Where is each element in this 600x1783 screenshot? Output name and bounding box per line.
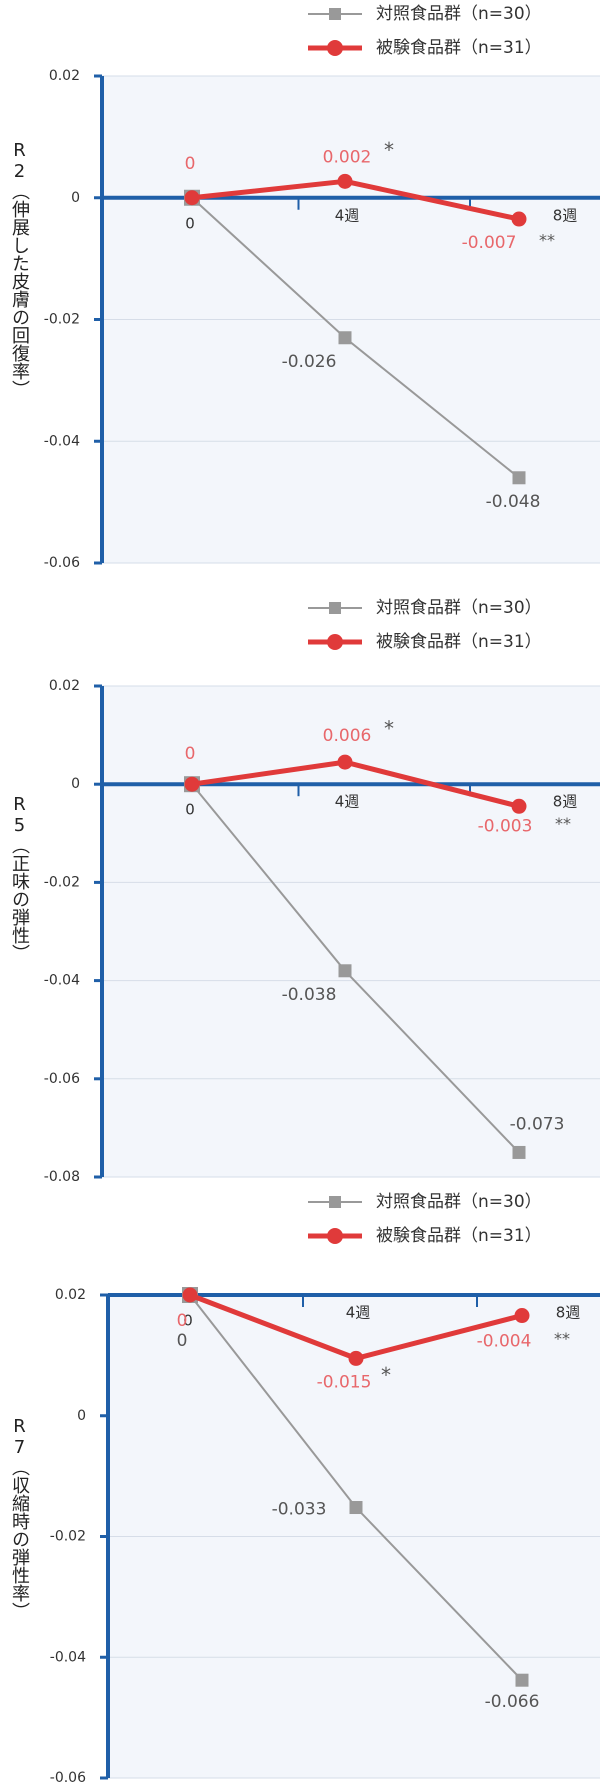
y-axis-label: R2（伸展した皮膚の回復率）: [9, 140, 30, 398]
series-test-point: [184, 190, 200, 206]
series-test: [184, 754, 527, 814]
series-control-label: -0.048: [486, 492, 541, 512]
y-tick-label: 0.02: [49, 678, 80, 694]
y-tick-label: 0.02: [49, 68, 80, 84]
series-test-point: [182, 1287, 198, 1303]
series-test-point: [184, 776, 200, 792]
series-control-label: -0.038: [282, 985, 337, 1005]
series-test-point: [337, 754, 353, 770]
legend-marker-test: [327, 634, 343, 650]
y-tick-label: -0.06: [44, 1071, 80, 1087]
series-test-label: 0: [185, 744, 196, 764]
x-tick-label: 0: [183, 1312, 193, 1330]
y-tick-label: -0.04: [44, 433, 80, 449]
plot-area: [102, 686, 600, 1177]
chart-r2: R2（伸展した皮膚の回復率） 対照食品群（n=30） 被験食品群（n=31） 0.0…: [0, 0, 600, 594]
series-control-label: -0.026: [282, 352, 337, 372]
x-tick-label: 8週: [553, 793, 578, 811]
significance-mark: **: [554, 1329, 570, 1348]
significance-mark: *: [384, 138, 394, 162]
x-tick-label: 0: [185, 214, 195, 232]
series-control-point: [512, 1145, 526, 1159]
series-control-label: -0.073: [510, 1114, 565, 1134]
series-control-label: -0.066: [485, 1692, 540, 1712]
legend-marker-control: [329, 602, 341, 614]
y-tick-label: -0.04: [44, 973, 80, 989]
significance-mark: **: [555, 814, 571, 833]
chart-r2-plot: 対照食品群（n=30） 被験食品群（n=31） 0.02 0 -0.02 -0.04 -0.…: [44, 4, 600, 571]
series-control-point: [512, 471, 526, 485]
series-control-label: -0.033: [272, 1500, 327, 1520]
legend-marker-test: [327, 40, 343, 56]
x-tick-label: 4週: [335, 793, 360, 811]
legend-label-control: 対照食品群（n=30）: [376, 598, 542, 618]
legend: 対照食品群（n=30） 被験食品群（n=31）: [308, 1192, 542, 1246]
series-test-label: 0.006: [323, 726, 372, 746]
series-test-point: [514, 1308, 530, 1324]
series-control-label: 0: [177, 1331, 188, 1351]
legend-label-control: 対照食品群（n=30）: [376, 1192, 542, 1212]
significance-mark: *: [381, 1363, 391, 1387]
y-tick-label: 0.02: [55, 1287, 86, 1303]
y-tick-label: 0: [71, 190, 80, 206]
legend-label-test: 被験食品群（n=31）: [376, 1226, 542, 1246]
y-tick-label: -0.08: [44, 1169, 80, 1185]
legend-marker-control: [329, 8, 341, 20]
y-tick-label: -0.02: [44, 312, 80, 328]
chart-r7: R7（収縮時の弾性率） 対照食品群（n=30） 被験食品群（n=31） 0.02 0 -…: [0, 1188, 600, 1782]
y-tick-label: -0.02: [44, 874, 80, 890]
series-test-point: [511, 211, 527, 227]
legend: 対照食品群（n=30） 被験食品群（n=31）: [308, 4, 542, 58]
legend-label-control: 対照食品群（n=30）: [376, 4, 542, 24]
series-test-label: -0.004: [477, 1332, 532, 1352]
y-tick-label: -0.04: [50, 1649, 86, 1665]
y-tick-label: -0.02: [50, 1529, 86, 1545]
y-axis-label: R5（正味の弾性）: [9, 794, 30, 962]
x-tick-label: 4週: [346, 1304, 371, 1322]
series-control-point: [515, 1673, 529, 1687]
x-tick-label: 8週: [556, 1304, 581, 1322]
series-test-label: -0.003: [478, 816, 533, 836]
legend-label-test: 被験食品群（n=31）: [376, 632, 542, 652]
legend-marker-test: [327, 1228, 343, 1244]
series-test-label: -0.007: [462, 233, 517, 253]
legend-label-test: 被験食品群（n=31）: [376, 38, 542, 58]
series-test: [182, 1287, 530, 1366]
x-tick-label: 8週: [553, 206, 578, 224]
series-control-point: [338, 331, 352, 345]
y-tick-label: 0: [71, 776, 80, 792]
x-tick-label: 4週: [335, 206, 360, 224]
significance-mark: *: [384, 717, 394, 741]
y-axis-label: R7（収縮時の弾性率）: [9, 1416, 30, 1620]
series-test-label: -0.015: [317, 1372, 372, 1392]
series-test-label: 0: [177, 1311, 188, 1331]
series-test: [184, 173, 527, 227]
series-test-point: [348, 1350, 364, 1366]
series-test-point: [337, 173, 353, 189]
chart-r5: R5（正味の弾性） 対照食品群（n=30） 被験食品群（n=31） 0.02 0 -0.…: [0, 594, 600, 1188]
x-tick-label: 0: [185, 801, 195, 819]
series-test-label: 0: [185, 154, 196, 174]
series-test-point: [511, 798, 527, 814]
chart-r7-plot: 対照食品群（n=30） 被験食品群（n=31） 0.02 0 -0.02 -0.04 -0.…: [50, 1192, 600, 1782]
legend-marker-control: [329, 1196, 341, 1208]
legend: 対照食品群（n=30） 被験食品群（n=31）: [308, 598, 542, 652]
series-test-label: 0.002: [323, 147, 372, 167]
y-tick-label: -0.06: [50, 1770, 86, 1782]
y-tick-label: 0: [77, 1408, 86, 1424]
significance-mark: **: [539, 231, 555, 250]
chart-r5-plot: 対照食品群（n=30） 被験食品群（n=31） 0.02 0 -0.02 -0.04 -0.…: [44, 598, 600, 1185]
series-control-point: [349, 1501, 363, 1515]
y-tick-label: -0.06: [44, 555, 80, 571]
series-control-point: [338, 964, 352, 978]
